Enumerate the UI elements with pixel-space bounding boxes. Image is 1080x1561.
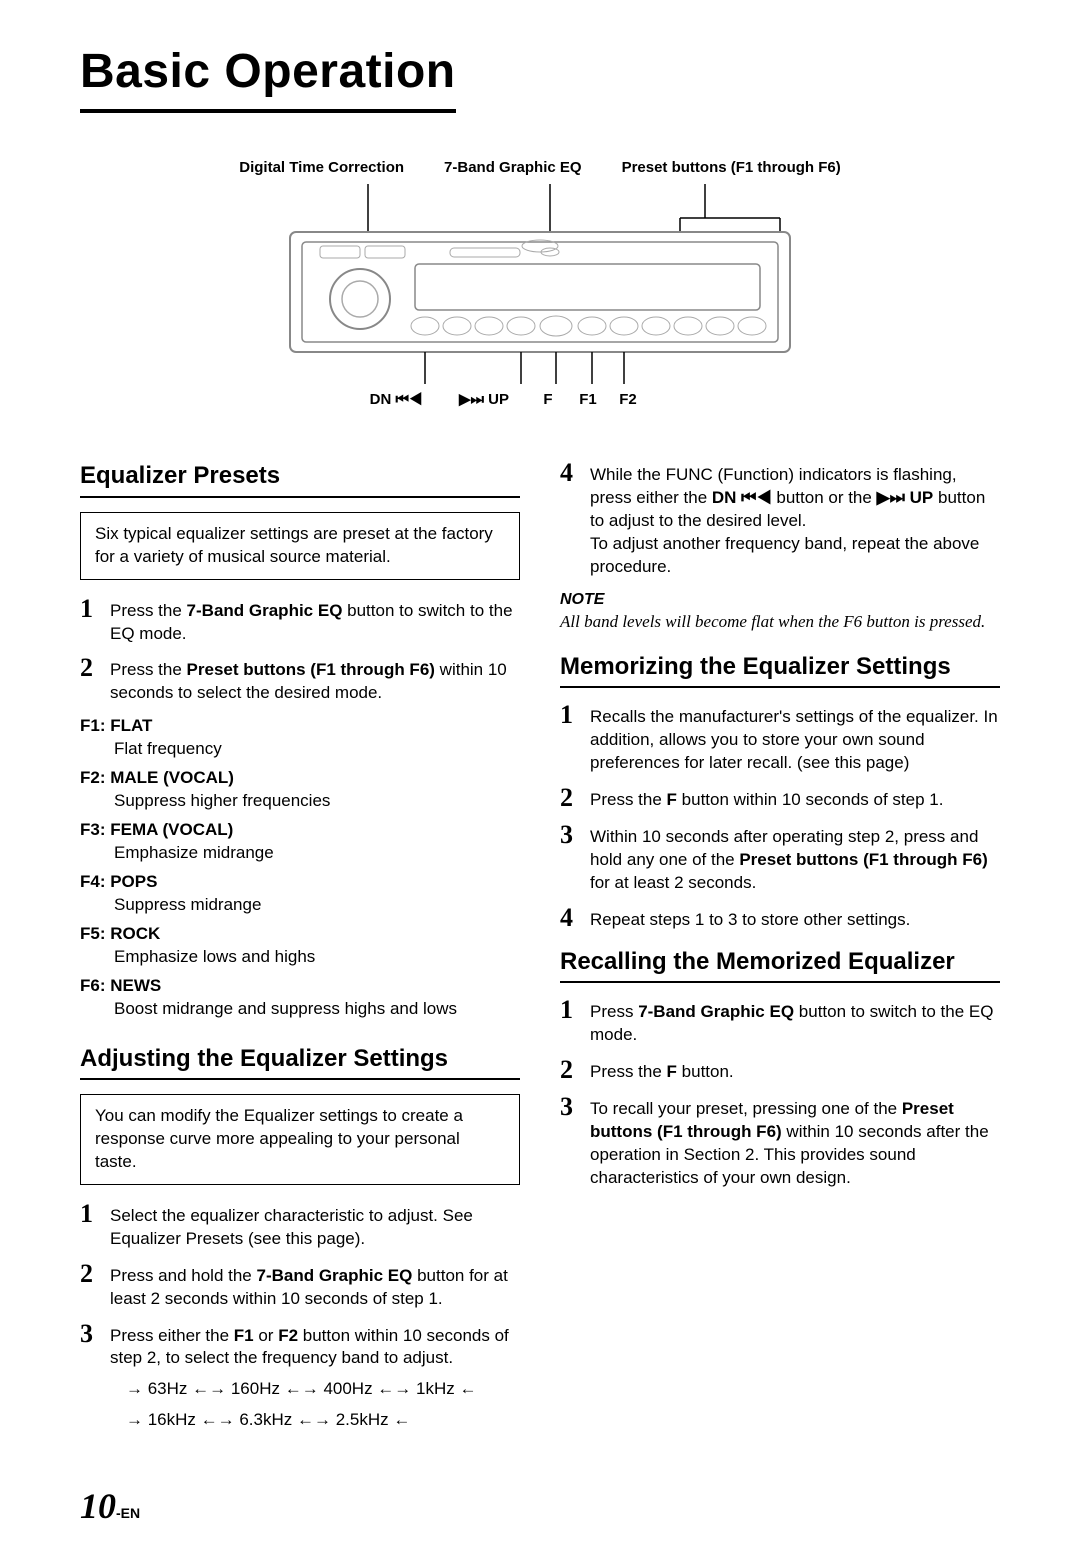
preset-f3-label: F3: FEMA (VOCAL) [80, 819, 520, 842]
step-number: 3 [560, 822, 580, 895]
rec-step-2: 2 Press the F button. [560, 1057, 1000, 1084]
adj-step-3: 3 Press either the F1 or F2 button withi… [80, 1321, 520, 1433]
step-number: 4 [560, 460, 580, 579]
eq-step-1: 1 Press the 7-Band Graphic EQ button to … [80, 596, 520, 646]
mem-step-3: 3 Within 10 seconds after operating step… [560, 822, 1000, 895]
rec-step-1: 1 Press 7-Band Graphic EQ button to swit… [560, 997, 1000, 1047]
page-title: Basic Operation [80, 40, 456, 113]
stereo-diagram [250, 184, 830, 384]
page-number-big: 10 [80, 1486, 116, 1526]
mem-step-2: 2 Press the F button within 10 seconds o… [560, 785, 1000, 812]
preset-f6-desc: Boost midrange and suppress highs and lo… [80, 998, 520, 1021]
adj-step-2: 2 Press and hold the 7-Band Graphic EQ b… [80, 1261, 520, 1311]
box-adjusting: You can modify the Equalizer settings to… [80, 1094, 520, 1185]
label-f1: F1 [577, 390, 599, 410]
label-digital-time-correction: Digital Time Correction [239, 158, 404, 178]
step-number: 1 [560, 997, 580, 1047]
step-number: 3 [80, 1321, 100, 1433]
box-eq-presets: Six typical equalizer settings are prese… [80, 512, 520, 580]
note-label: NOTE [560, 589, 1000, 611]
preset-f4-desc: Suppress midrange [80, 894, 520, 917]
label-preset-buttons: Preset buttons (F1 through F6) [622, 158, 841, 178]
diagram-top-labels: Digital Time Correction 7-Band Graphic E… [80, 158, 1000, 178]
left-column: Equalizer Presets Six typical equalizer … [80, 460, 520, 1442]
right-column: 4 While the FUNC (Function) indicators i… [560, 460, 1000, 1442]
step-number: 2 [560, 785, 580, 812]
heading-memorizing: Memorizing the Equalizer Settings [560, 651, 1000, 688]
preset-f5-label: F5: ROCK [80, 923, 520, 946]
label-7band-eq: 7-Band Graphic EQ [444, 158, 582, 178]
label-up: ▶⏭ UP [449, 390, 519, 410]
preset-f1-label: F1: FLAT [80, 715, 520, 738]
preset-f2-desc: Suppress higher frequencies [80, 790, 520, 813]
preset-list: F1: FLATFlat frequency F2: MALE (VOCAL)S… [80, 715, 520, 1020]
step-number: 1 [560, 702, 580, 775]
label-f: F [537, 390, 559, 410]
label-f2: F2 [617, 390, 639, 410]
heading-eq-presets: Equalizer Presets [80, 460, 520, 497]
adj-step-4: 4 While the FUNC (Function) indicators i… [560, 460, 1000, 579]
preset-f6-label: F6: NEWS [80, 975, 520, 998]
mem-step-4: 4 Repeat steps 1 to 3 to store other set… [560, 905, 1000, 932]
step-number: 2 [560, 1057, 580, 1084]
page-number-suffix: -EN [116, 1505, 140, 1521]
preset-f4-label: F4: POPS [80, 871, 520, 894]
adj-step-1: 1 Select the equalizer characteristic to… [80, 1201, 520, 1251]
diagram-bottom-labels: DN ⏮◀ ▶⏭ UP F F1 F2 [0, 390, 1000, 410]
preset-f2-label: F2: MALE (VOCAL) [80, 767, 520, 790]
step-number: 3 [560, 1094, 580, 1190]
rec-step-3: 3 To recall your preset, pressing one of… [560, 1094, 1000, 1190]
diagram-container: Digital Time Correction 7-Band Graphic E… [80, 158, 1000, 411]
preset-f5-desc: Emphasize lows and highs [80, 946, 520, 969]
heading-adjusting: Adjusting the Equalizer Settings [80, 1043, 520, 1080]
page-number: 10-EN [80, 1482, 1000, 1531]
preset-f3-desc: Emphasize midrange [80, 842, 520, 865]
label-dn: DN ⏮◀ [361, 390, 431, 410]
heading-recalling: Recalling the Memorized Equalizer [560, 946, 1000, 983]
step-number: 1 [80, 596, 100, 646]
preset-f1-desc: Flat frequency [80, 738, 520, 761]
step-number: 1 [80, 1201, 100, 1251]
step-number: 2 [80, 655, 100, 705]
mem-step-1: 1 Recalls the manufacturer's settings of… [560, 702, 1000, 775]
note-text: All band levels will become flat when th… [560, 611, 1000, 633]
eq-step-2: 2 Press the Preset buttons (F1 through F… [80, 655, 520, 705]
freq-chain-line2: → 16kHz ←→ 6.3kHz ←→ 2.5kHz ← [110, 1409, 520, 1432]
step-number: 4 [560, 905, 580, 932]
freq-chain-line1: → 63Hz ←→ 160Hz ←→ 400Hz ←→ 1kHz ← [110, 1378, 520, 1401]
step-number: 2 [80, 1261, 100, 1311]
